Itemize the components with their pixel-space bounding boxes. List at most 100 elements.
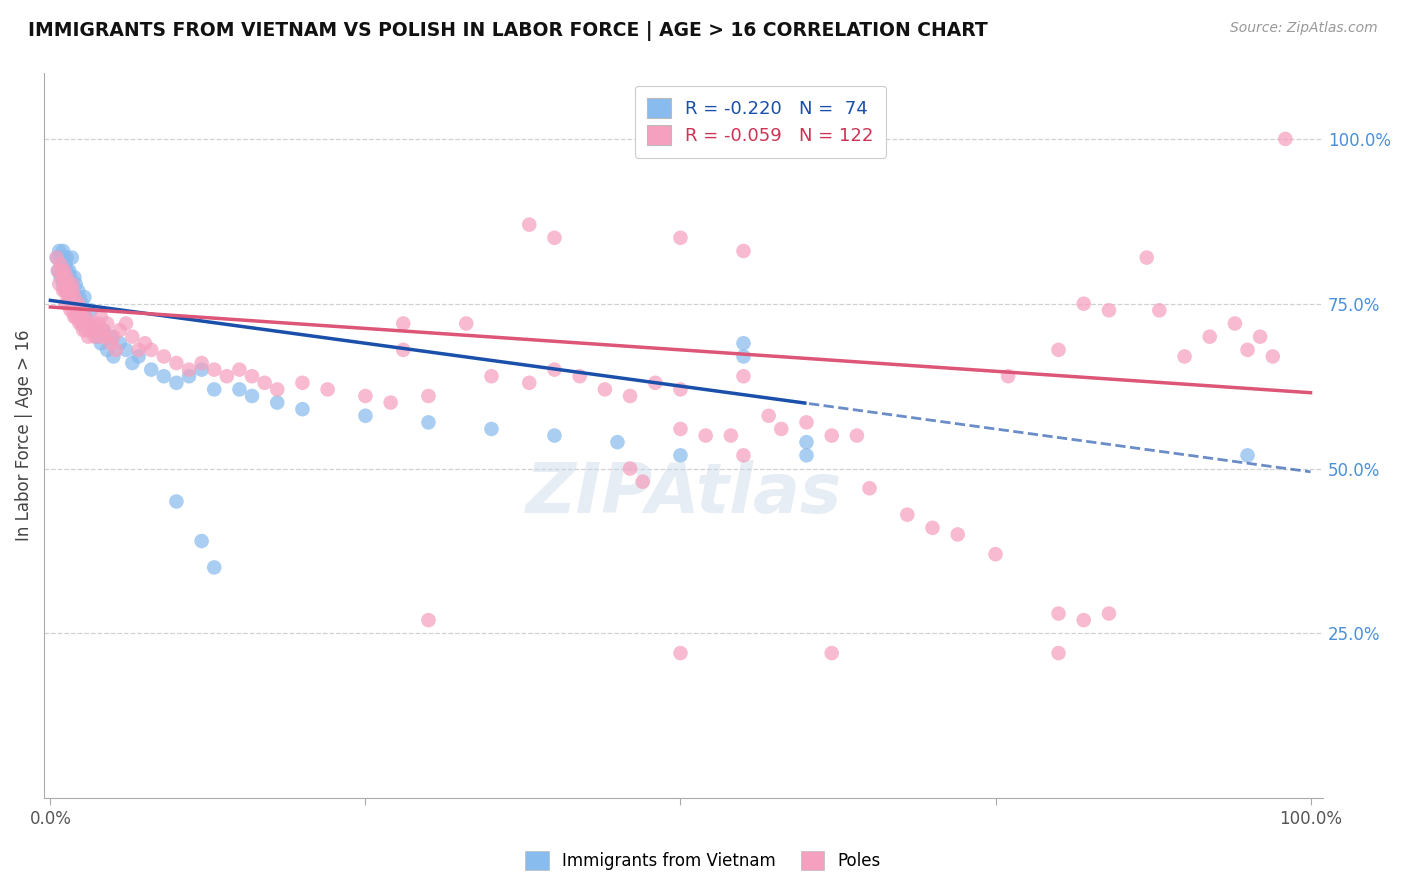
Point: [606, 435, 628, 450]
Point: [80, 323, 103, 337]
Point: [58, 284, 80, 298]
Point: [190, 356, 212, 370]
Point: [481, 422, 503, 436]
Point: [67, 317, 90, 331]
Text: Source: ZipAtlas.com: Source: ZipAtlas.com: [1230, 21, 1378, 36]
Point: [593, 383, 616, 397]
Point: [543, 428, 565, 442]
Point: [1047, 343, 1070, 357]
Point: [1073, 296, 1095, 310]
Point: [45, 251, 67, 265]
Point: [568, 369, 591, 384]
Point: [62, 284, 84, 298]
Point: [858, 481, 880, 495]
Point: [796, 448, 818, 462]
Point: [177, 369, 200, 384]
Point: [481, 369, 503, 384]
Point: [96, 343, 118, 357]
Point: [215, 369, 238, 384]
Point: [52, 264, 75, 278]
Point: [121, 329, 143, 343]
Point: [83, 329, 105, 343]
Point: [51, 257, 73, 271]
Point: [55, 284, 77, 298]
Point: [58, 264, 80, 278]
Point: [108, 323, 131, 337]
Point: [153, 369, 176, 384]
Point: [65, 290, 87, 304]
Point: [52, 270, 75, 285]
Point: [69, 310, 91, 324]
Point: [165, 494, 187, 508]
Point: [190, 362, 212, 376]
Point: [53, 270, 76, 285]
Point: [733, 369, 755, 384]
Point: [821, 428, 844, 442]
Point: [758, 409, 780, 423]
Text: ZIPAtlas: ZIPAtlas: [526, 460, 842, 527]
Point: [52, 277, 75, 291]
Point: [51, 264, 73, 278]
Point: [228, 383, 250, 397]
Point: [103, 329, 125, 343]
Point: [90, 329, 112, 343]
Point: [291, 402, 314, 417]
Point: [65, 310, 87, 324]
Point: [104, 343, 127, 357]
Point: [1073, 613, 1095, 627]
Point: [695, 428, 717, 442]
Point: [108, 336, 131, 351]
Point: [77, 317, 100, 331]
Point: [619, 461, 641, 475]
Point: [796, 435, 818, 450]
Point: [53, 277, 76, 291]
Point: [56, 284, 79, 298]
Point: [141, 362, 163, 376]
Point: [52, 244, 75, 258]
Point: [103, 350, 125, 364]
Point: [631, 475, 654, 489]
Point: [77, 329, 100, 343]
Point: [190, 534, 212, 549]
Point: [266, 395, 288, 409]
Point: [984, 547, 1007, 561]
Point: [53, 251, 76, 265]
Point: [733, 336, 755, 351]
Point: [63, 290, 86, 304]
Point: [67, 284, 90, 298]
Point: [946, 527, 969, 541]
Point: [291, 376, 314, 390]
Point: [86, 329, 108, 343]
Point: [921, 521, 943, 535]
Point: [669, 383, 692, 397]
Point: [202, 560, 225, 574]
Point: [418, 389, 440, 403]
Point: [56, 264, 79, 278]
Point: [82, 317, 104, 331]
Point: [128, 350, 150, 364]
Point: [134, 336, 156, 351]
Point: [165, 376, 187, 390]
Point: [1047, 607, 1070, 621]
Point: [55, 257, 77, 271]
Point: [75, 310, 97, 324]
Point: [1149, 303, 1171, 318]
Point: [121, 356, 143, 370]
Point: [1136, 251, 1159, 265]
Point: [70, 317, 93, 331]
Point: [1236, 448, 1258, 462]
Point: [1098, 303, 1121, 318]
Point: [418, 613, 440, 627]
Point: [72, 303, 94, 318]
Point: [1098, 607, 1121, 621]
Point: [49, 257, 72, 271]
Point: [52, 284, 75, 298]
Point: [60, 277, 83, 291]
Legend: R = -0.220   N =  74, R = -0.059   N = 122: R = -0.220 N = 74, R = -0.059 N = 122: [634, 86, 886, 158]
Point: [202, 383, 225, 397]
Point: [796, 416, 818, 430]
Point: [63, 270, 86, 285]
Point: [58, 284, 80, 298]
Point: [84, 323, 107, 337]
Point: [60, 296, 83, 310]
